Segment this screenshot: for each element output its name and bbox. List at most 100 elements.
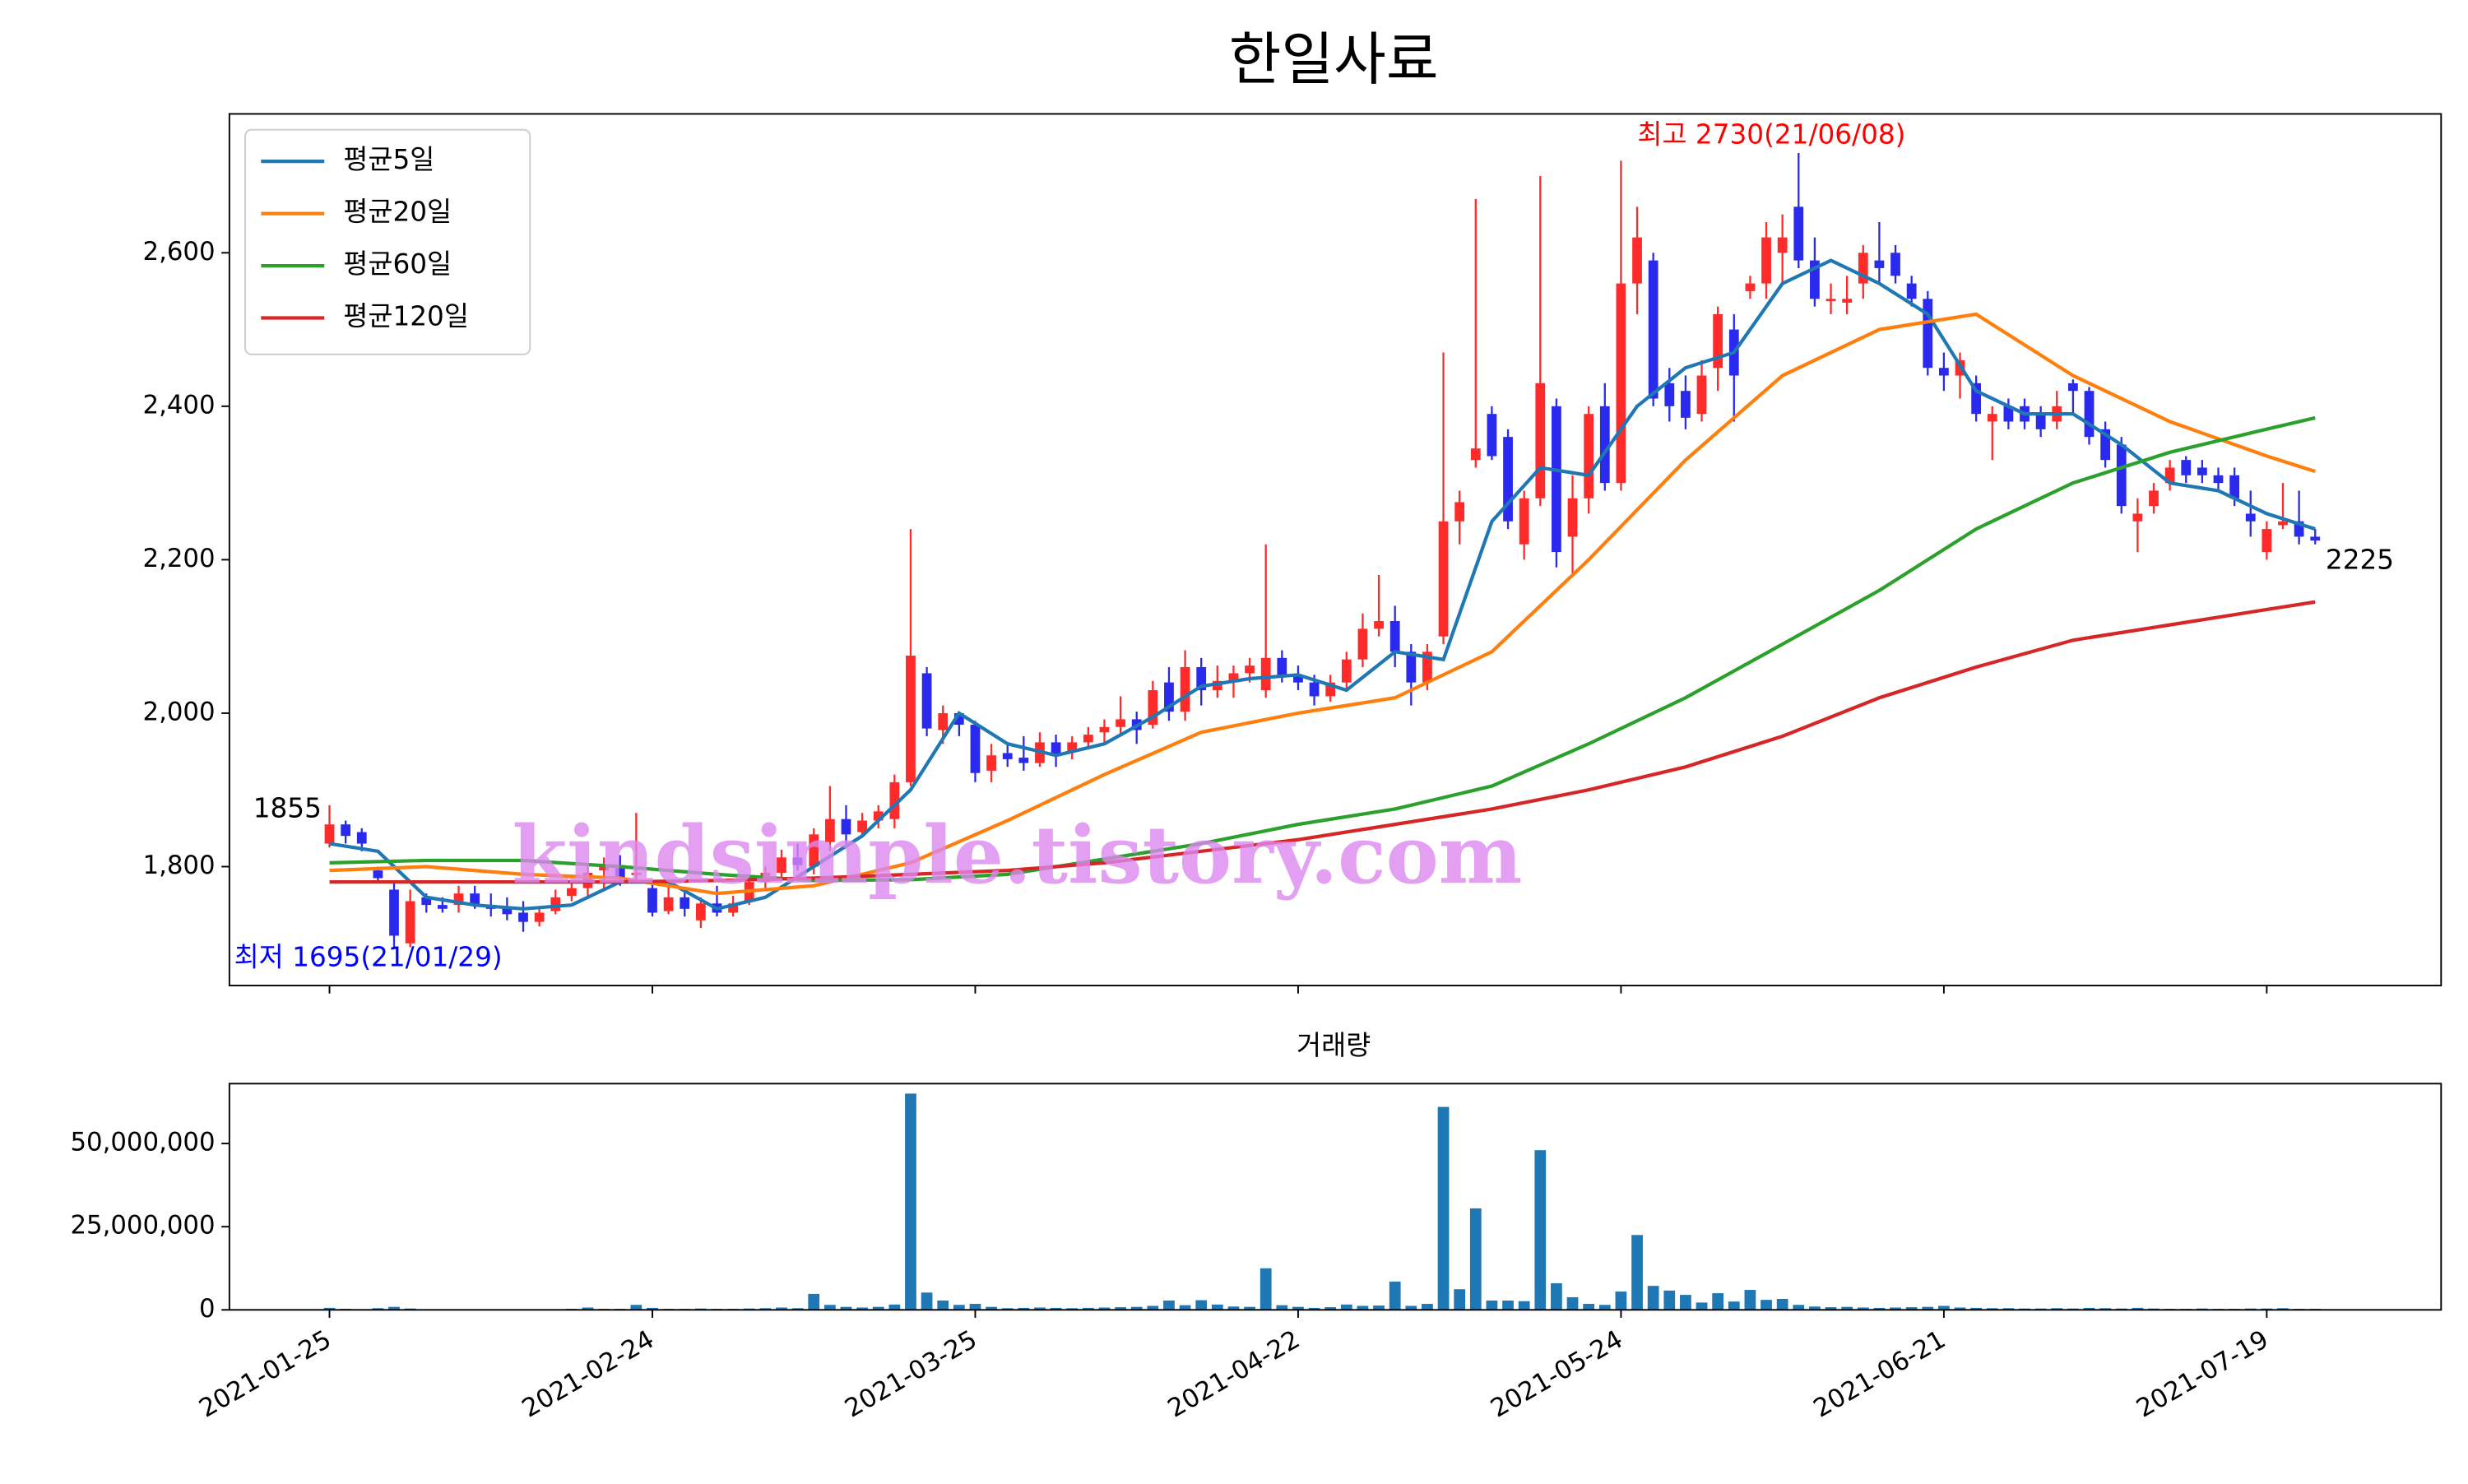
candle-body — [1018, 758, 1029, 763]
candle-body — [2084, 391, 2095, 438]
candle-body — [1325, 682, 1336, 697]
chart-title: 한일사료 — [1229, 27, 1439, 93]
volume-bar — [1615, 1292, 1627, 1310]
volume-bar — [1809, 1306, 1821, 1310]
volume-bar — [791, 1308, 804, 1310]
candle-body — [2035, 414, 2046, 429]
candle-body — [421, 897, 432, 906]
volume-bar — [1422, 1304, 1433, 1310]
candle-body — [1874, 260, 1885, 268]
candle-body — [1389, 621, 1400, 652]
candle-body — [1793, 206, 1804, 261]
volume-bar — [1001, 1308, 1014, 1310]
volume-bar — [1130, 1306, 1143, 1310]
candle-body — [599, 865, 610, 871]
candle-body — [1487, 414, 1497, 457]
candle-body — [2213, 475, 2224, 484]
candle-body — [695, 903, 706, 921]
candle-body — [663, 897, 674, 911]
volume-bar — [2099, 1308, 2112, 1310]
volume-bar — [582, 1307, 594, 1310]
volume-bar — [1227, 1306, 1240, 1310]
volume-bar — [1841, 1306, 1853, 1310]
ma-line — [329, 312, 2316, 896]
candle-body — [502, 908, 513, 915]
candle-body — [889, 781, 900, 819]
volume-bar — [630, 1305, 643, 1310]
candle-body — [1681, 391, 1691, 418]
candle-body — [1890, 253, 1900, 276]
volume-title: 거래량 — [1297, 1030, 1371, 1061]
volume-bar — [647, 1307, 658, 1310]
volume-bar — [2002, 1308, 2015, 1310]
volume-bar — [1696, 1302, 1708, 1310]
candle-body — [356, 832, 367, 844]
candle-body — [680, 897, 690, 909]
volume-bar — [1551, 1282, 1562, 1310]
ma-line — [329, 600, 2316, 884]
candle-body — [566, 888, 577, 896]
candle-body — [534, 912, 545, 922]
volume-bar — [1873, 1307, 1886, 1310]
candle-body — [1745, 283, 1756, 291]
y-tick-label: 1,800 — [143, 851, 216, 880]
candle-body — [1245, 665, 1255, 674]
candle-body — [1099, 726, 1110, 733]
volume-bar — [1276, 1305, 1288, 1310]
volume-bar — [1922, 1306, 1934, 1310]
candle-body — [2164, 467, 2175, 484]
legend-label: 평균20일 — [343, 197, 452, 228]
volume-bar — [1340, 1304, 1352, 1310]
volume-bar — [1825, 1307, 1837, 1310]
candle-body — [647, 888, 657, 913]
volume-bar — [1179, 1305, 1191, 1310]
volume-bar — [840, 1306, 852, 1310]
volume-bar — [986, 1306, 997, 1310]
volume-bar — [1163, 1300, 1175, 1310]
candle-body — [1228, 673, 1239, 681]
volume-bar — [1324, 1307, 1337, 1310]
candle-body — [1067, 742, 1078, 752]
candle-body — [1599, 406, 1610, 484]
candle-body — [728, 903, 738, 913]
candle-body — [405, 901, 415, 944]
y-tick-label: 2,200 — [143, 544, 216, 573]
volume-bar — [1647, 1286, 1659, 1310]
candle-body — [631, 872, 642, 875]
candle-body — [1002, 753, 1013, 759]
candle-body — [2229, 475, 2240, 499]
candle-body — [841, 819, 851, 835]
volume-bar — [921, 1292, 933, 1310]
candle-body — [2245, 513, 2256, 522]
volume-bar — [969, 1304, 981, 1310]
legend-label: 평균5일 — [343, 144, 434, 175]
candle-body — [341, 824, 351, 837]
candle-body — [2003, 406, 2014, 422]
volume-bar — [388, 1306, 400, 1310]
y-tick-label: 2,600 — [143, 237, 216, 267]
volume-bar — [1793, 1305, 1805, 1310]
volume-bar — [1534, 1150, 1547, 1310]
volume-bar — [1389, 1281, 1401, 1310]
volume-bar — [1744, 1290, 1756, 1310]
candle-body — [857, 820, 867, 832]
volume-bar — [1308, 1307, 1320, 1310]
candle-body — [518, 912, 528, 922]
volume-bar — [888, 1304, 901, 1310]
candle-body — [1632, 237, 1642, 284]
volume-bar — [1728, 1301, 1740, 1310]
candle-body — [1987, 414, 1997, 422]
volume-bar — [1986, 1308, 1998, 1310]
candle-body — [1713, 313, 1723, 369]
volume-bar — [2051, 1308, 2063, 1310]
annotation: 최저 1695(21/01/29) — [234, 941, 503, 972]
volume-bar — [759, 1308, 772, 1310]
candle-body — [1309, 682, 1320, 697]
plot-area — [324, 153, 2321, 948]
candle-body — [2262, 529, 2272, 553]
y-tick-label: 2,400 — [143, 390, 216, 420]
candle-body — [453, 893, 464, 906]
volume-bar — [1211, 1304, 1223, 1310]
